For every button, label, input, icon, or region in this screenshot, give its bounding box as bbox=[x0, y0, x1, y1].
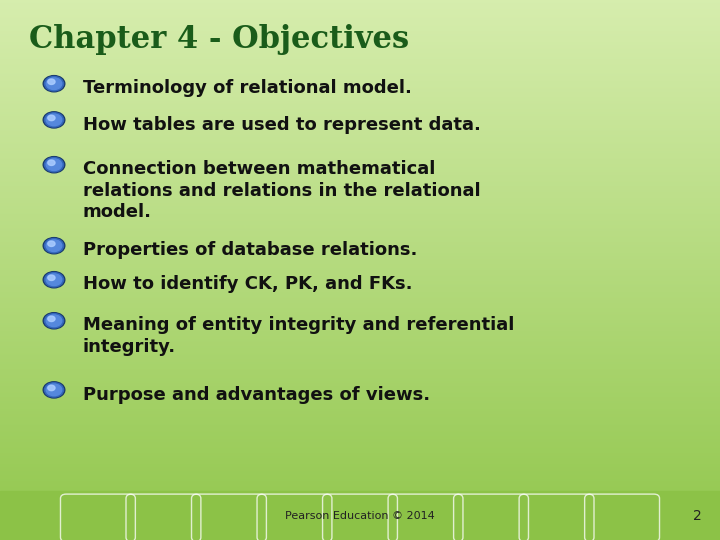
Circle shape bbox=[45, 113, 63, 127]
Circle shape bbox=[45, 77, 63, 91]
Text: 2: 2 bbox=[693, 509, 702, 523]
Text: How tables are used to represent data.: How tables are used to represent data. bbox=[83, 116, 481, 133]
Circle shape bbox=[45, 314, 63, 328]
Bar bbox=[0, 491, 720, 540]
Text: Connection between mathematical
relations and relations in the relational
model.: Connection between mathematical relation… bbox=[83, 160, 480, 221]
Text: Terminology of relational model.: Terminology of relational model. bbox=[83, 79, 412, 97]
Text: Purpose and advantages of views.: Purpose and advantages of views. bbox=[83, 386, 430, 403]
Circle shape bbox=[46, 384, 62, 396]
Circle shape bbox=[43, 313, 65, 329]
Text: How to identify CK, PK, and FKs.: How to identify CK, PK, and FKs. bbox=[83, 275, 413, 293]
Circle shape bbox=[45, 158, 63, 172]
Circle shape bbox=[46, 114, 62, 126]
Circle shape bbox=[46, 78, 62, 90]
Text: Meaning of entity integrity and referential
integrity.: Meaning of entity integrity and referent… bbox=[83, 316, 514, 356]
Text: Chapter 4 - Objectives: Chapter 4 - Objectives bbox=[29, 24, 409, 55]
Circle shape bbox=[45, 383, 63, 397]
Circle shape bbox=[48, 160, 55, 165]
Circle shape bbox=[46, 274, 62, 286]
Circle shape bbox=[45, 239, 63, 253]
Circle shape bbox=[43, 76, 65, 92]
Circle shape bbox=[43, 238, 65, 254]
Circle shape bbox=[48, 241, 55, 246]
Circle shape bbox=[48, 316, 55, 321]
Circle shape bbox=[48, 385, 55, 390]
Circle shape bbox=[43, 112, 65, 128]
Text: Pearson Education © 2014: Pearson Education © 2014 bbox=[285, 511, 435, 521]
Circle shape bbox=[46, 240, 62, 252]
Circle shape bbox=[43, 382, 65, 398]
Circle shape bbox=[43, 157, 65, 173]
Circle shape bbox=[43, 272, 65, 288]
Circle shape bbox=[48, 115, 55, 120]
Circle shape bbox=[46, 159, 62, 171]
Circle shape bbox=[48, 275, 55, 280]
Circle shape bbox=[46, 315, 62, 327]
Text: Properties of database relations.: Properties of database relations. bbox=[83, 241, 417, 259]
Circle shape bbox=[48, 79, 55, 84]
Circle shape bbox=[45, 273, 63, 287]
